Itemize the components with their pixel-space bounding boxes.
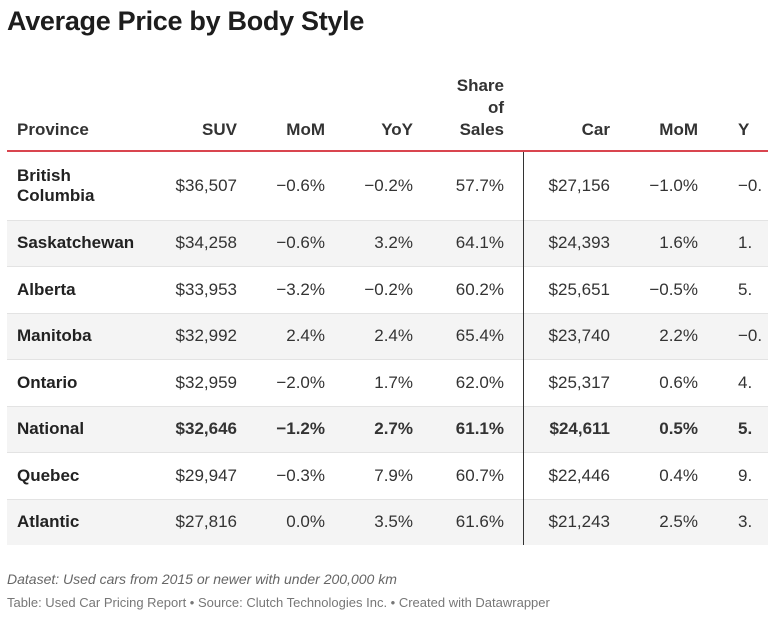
table-cell: National (17, 419, 85, 438)
table-cell: 60.2% (455, 279, 504, 299)
table-cell: Manitoba (17, 326, 92, 345)
table-cell: 3. (738, 512, 753, 531)
table-cell: $33,953 (175, 279, 237, 299)
column-header: SUV (202, 120, 237, 139)
table-cell: Saskatchewan (17, 233, 135, 252)
row-divider (7, 313, 768, 314)
table-cell: 7.9% (374, 465, 413, 485)
table-cell: 0.0% (286, 512, 325, 531)
table-cell: −0.6% (276, 176, 325, 195)
table-cell: −1.0% (649, 176, 698, 195)
table-cell: $36,507 (175, 176, 237, 195)
table-cell: 65.4% (455, 326, 504, 345)
table-cell: 1. (738, 233, 753, 252)
table-cell: $32,992 (175, 326, 237, 345)
column-header: MoM (286, 120, 325, 139)
row-stripe (7, 499, 768, 545)
table-cell: 2.4% (374, 326, 413, 345)
table-cell: $24,611 (549, 419, 610, 438)
table-cell: $32,959 (175, 372, 237, 392)
table-cell: −0.5% (649, 279, 698, 299)
table-cell: 2.2% (659, 326, 698, 345)
column-header: Car (581, 120, 610, 139)
table-cell: Quebec (17, 465, 80, 485)
table-cell: −1.2% (276, 419, 325, 438)
table-cell: Ontario (17, 372, 78, 392)
table-cell: −0.2% (364, 279, 413, 299)
table-cell: −3.2% (276, 279, 325, 299)
table-cell: 1.7% (374, 372, 413, 392)
table-cell: $32,646 (175, 419, 237, 438)
table-cell: Atlantic (17, 512, 80, 531)
table-cell: 61.1% (455, 419, 504, 438)
table-cell: 3.5% (374, 512, 413, 531)
table-cell: $22,446 (548, 465, 610, 485)
row-divider (7, 499, 768, 500)
table-cell: 60.7% (455, 465, 504, 485)
table-cell: $25,651 (548, 279, 610, 299)
column-header: MoM (659, 120, 698, 139)
table-cell: 57.7% (455, 176, 504, 195)
table-cell: −0.6% (276, 233, 325, 252)
table-cell: 1.6% (659, 233, 698, 252)
table-cell: 9. (738, 465, 753, 485)
footer-source: Table: Used Car Pricing Report • Source:… (7, 595, 550, 610)
table-cell: $27,156 (548, 176, 610, 195)
table-cell: −0.3% (276, 465, 325, 485)
row-divider (7, 359, 768, 360)
column-header: Province (17, 120, 89, 139)
row-stripe (7, 220, 768, 266)
row-stripe (7, 406, 768, 452)
table-cell: 0.5% (659, 419, 698, 438)
column-separator (523, 152, 524, 545)
table-cell: 0.6% (659, 372, 698, 392)
table-cell: −2.0% (276, 372, 325, 392)
table-cell: −0. (738, 176, 763, 195)
row-divider (7, 266, 768, 267)
row-divider (7, 220, 768, 221)
column-header: YoY (381, 120, 413, 139)
table-cell: 2.5% (659, 512, 698, 531)
table-cell: British Columbia (17, 166, 95, 205)
table-cell: 5. (738, 419, 753, 438)
table-cell: $34,258 (175, 233, 237, 252)
table-cell: 5. (738, 279, 753, 299)
table-cell: $27,816 (175, 512, 237, 531)
table-cell: 2.7% (374, 419, 413, 438)
column-header: Share of Sales (456, 76, 504, 139)
table-cell: $23,740 (548, 326, 610, 345)
table-cell: $29,947 (175, 465, 237, 485)
table-cell: −0.2% (364, 176, 413, 195)
table-cell: 2.4% (286, 326, 325, 345)
table-cell: $25,317 (548, 372, 610, 392)
row-divider (7, 406, 768, 407)
table-cell: 0.4% (659, 465, 698, 485)
column-header: Y (738, 120, 750, 139)
table-cell: 61.6% (455, 512, 504, 531)
table-cell: 3.2% (374, 233, 413, 252)
footer-note: Dataset: Used cars from 2015 or newer wi… (7, 571, 397, 587)
table-cell: Alberta (17, 279, 76, 299)
row-divider (7, 452, 768, 453)
title: Average Price by Body Style (7, 6, 365, 36)
table-cell: 64.1% (455, 233, 504, 252)
row-stripe (7, 313, 768, 359)
table-cell: 62.0% (455, 372, 504, 392)
table-cell: 4. (738, 372, 753, 392)
header-rule (7, 150, 768, 152)
table-cell: $21,243 (548, 512, 610, 531)
table-cell: −0. (738, 326, 763, 345)
table-cell: $24,393 (548, 233, 610, 252)
